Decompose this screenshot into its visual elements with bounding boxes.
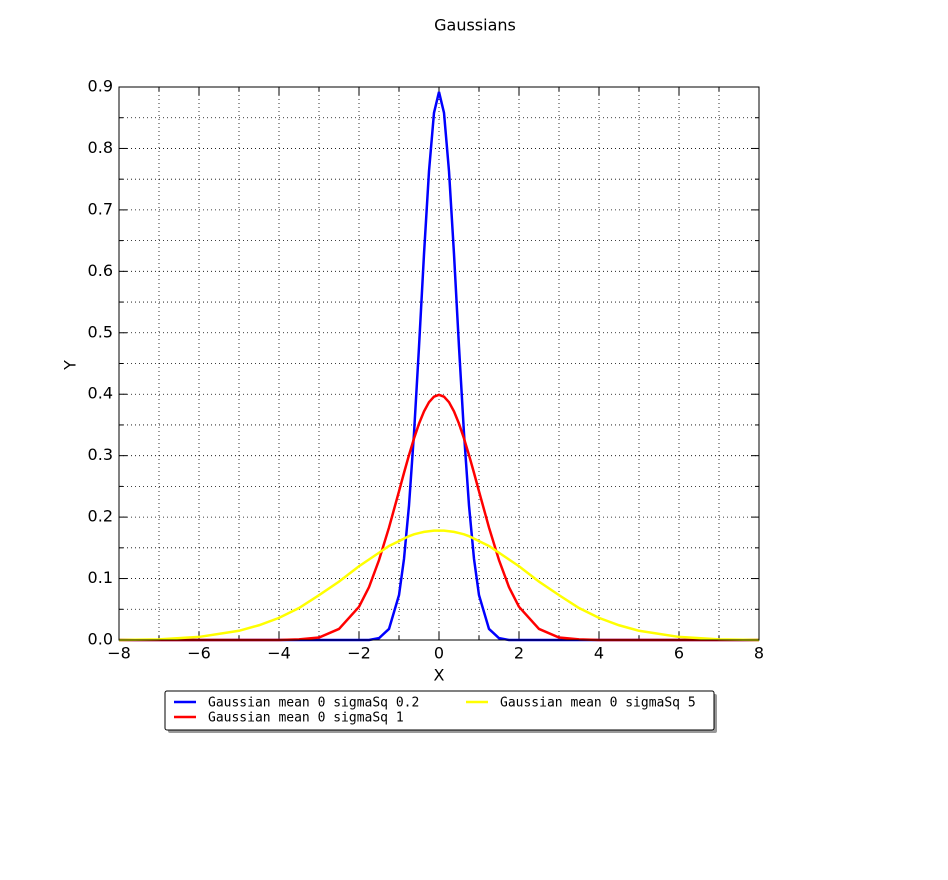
y-tick-label: 0.5: [88, 322, 113, 341]
plot-frame: [118, 86, 760, 641]
x-tick-label: −6: [187, 644, 211, 663]
legend-label: Gaussian mean 0 sigmaSq 0.2: [208, 696, 419, 711]
y-tick-label: 0.9: [88, 77, 113, 96]
x-tick-label: 4: [594, 644, 604, 663]
x-axis-label: X: [434, 666, 445, 685]
x-tick-label: 8: [754, 644, 764, 663]
x-tick-label: 0: [434, 644, 444, 663]
legend-box: [164, 690, 715, 731]
x-tick-label: 6: [674, 644, 684, 663]
series-line: [118, 529, 760, 642]
y-tick-label: 0.7: [88, 199, 113, 218]
y-tick-label: 0.2: [88, 507, 113, 526]
y-tick-label: 0.8: [88, 138, 113, 157]
y-tick-label: 0.3: [88, 445, 113, 464]
x-tick-label: 2: [514, 644, 524, 663]
y-tick-label: 0.0: [88, 630, 113, 649]
legend-label: Gaussian mean 0 sigmaSq 1: [208, 711, 404, 726]
y-tick-label: 0.4: [88, 384, 113, 403]
x-tick-label: −2: [347, 644, 371, 663]
x-tick-label: −4: [267, 644, 291, 663]
series-line: [119, 393, 759, 642]
x-tick-label: −8: [107, 644, 131, 663]
y-axis-label: Y: [61, 360, 80, 371]
y-tick-label: 0.1: [88, 568, 113, 587]
legend-label: Gaussian mean 0 sigmaSq 5: [500, 696, 696, 711]
chart-title: Gaussians: [434, 16, 516, 35]
y-tick-label: 0.6: [88, 261, 113, 280]
